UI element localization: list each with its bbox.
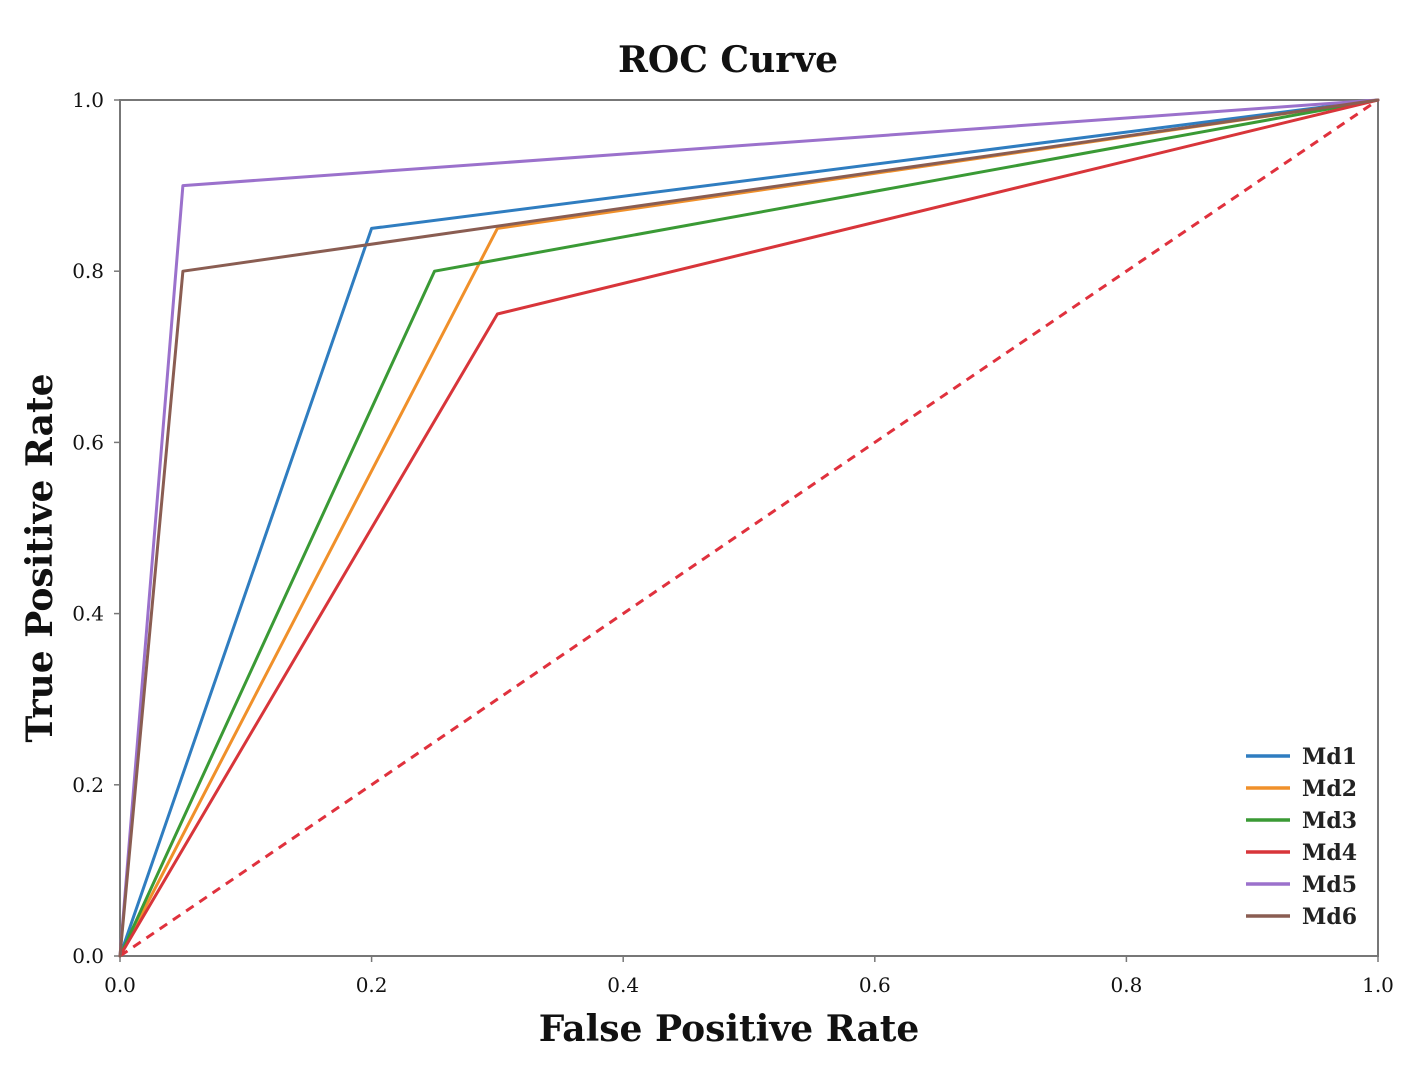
y-tick-label: 0.2 xyxy=(72,773,104,797)
y-axis-ticks: 0.0 0.2 0.4 0.6 0.8 1.0 xyxy=(72,88,120,968)
x-tick-label: 1.0 xyxy=(1362,973,1394,997)
y-tick-label: 0.6 xyxy=(72,430,104,454)
series-line-md4 xyxy=(118,98,1380,958)
legend-label-md6: Md6 xyxy=(1302,904,1357,930)
x-tick-label: 0.4 xyxy=(607,973,639,997)
legend-label-md1: Md1 xyxy=(1302,744,1357,770)
legend-label-md5: Md5 xyxy=(1302,872,1357,898)
y-axis-label: True Positive Rate xyxy=(19,373,61,742)
legend: Md1 Md2 Md3 Md4 Md5 Md6 xyxy=(1246,744,1357,930)
x-tick-label: 0.0 xyxy=(104,973,136,997)
y-tick-label: 1.0 xyxy=(72,88,104,112)
x-tick-label: 0.6 xyxy=(859,973,891,997)
legend-label-md4: Md4 xyxy=(1302,840,1357,866)
x-tick-label: 0.8 xyxy=(1110,973,1142,997)
series-line-md5 xyxy=(118,98,1380,958)
y-tick-label: 0.8 xyxy=(72,259,104,283)
y-tick-label: 0.0 xyxy=(72,944,104,968)
series-line-md6 xyxy=(118,98,1380,958)
legend-label-md3: Md3 xyxy=(1302,808,1357,834)
reference-line-group xyxy=(119,98,1379,958)
y-tick-label: 0.4 xyxy=(72,602,104,626)
reference-diagonal-line xyxy=(119,98,1379,958)
chart-title: ROC Curve xyxy=(618,39,838,81)
series-line-md1 xyxy=(118,98,1380,958)
x-axis-label: False Positive Rate xyxy=(539,1008,920,1050)
plot-area-frame xyxy=(119,99,1379,957)
x-axis-ticks: 0.0 0.2 0.4 0.6 0.8 1.0 xyxy=(104,956,1394,997)
series-line-md3 xyxy=(118,98,1380,958)
legend-label-md2: Md2 xyxy=(1302,776,1357,802)
series-group xyxy=(118,98,1380,958)
x-tick-label: 0.2 xyxy=(356,973,388,997)
